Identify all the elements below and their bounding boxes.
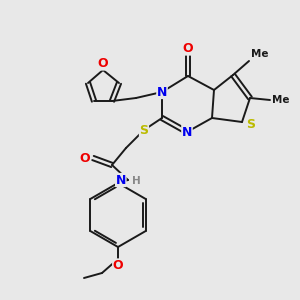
Text: O: O: [80, 152, 90, 164]
Text: N: N: [157, 85, 167, 98]
Text: Me: Me: [251, 49, 268, 59]
Text: S: S: [246, 118, 255, 130]
Text: N: N: [116, 173, 126, 187]
Text: Me: Me: [272, 95, 290, 105]
Text: O: O: [183, 42, 193, 55]
Text: N: N: [182, 125, 192, 139]
Text: O: O: [113, 259, 123, 272]
Text: S: S: [140, 124, 148, 136]
Text: H: H: [132, 176, 141, 186]
Text: O: O: [98, 57, 108, 70]
